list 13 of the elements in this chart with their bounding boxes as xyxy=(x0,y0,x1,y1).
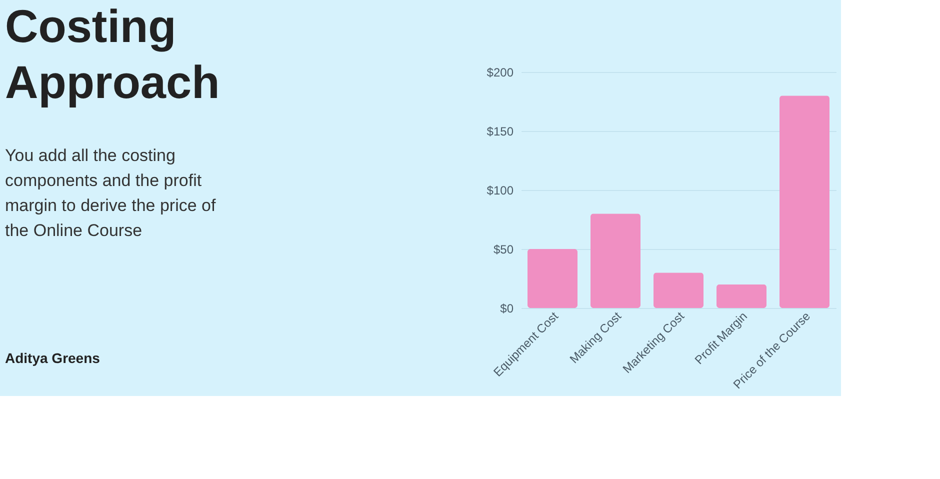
y-tick-label: $50 xyxy=(493,242,514,256)
text: Aditya Greens xyxy=(5,350,100,366)
text: You add all the costing components and the profit margin to derive the price of the Online Course xyxy=(5,146,216,240)
bar xyxy=(528,249,578,308)
y-tick-label: $100 xyxy=(486,184,514,198)
y-tick-label: $150 xyxy=(486,124,514,138)
y-tick-label: $0 xyxy=(500,302,514,316)
text: Costing Approach xyxy=(5,0,220,108)
bar xyxy=(780,96,830,308)
bar xyxy=(716,284,766,308)
bar xyxy=(590,214,640,308)
bar xyxy=(654,272,704,308)
y-tick-label: $200 xyxy=(486,66,514,80)
